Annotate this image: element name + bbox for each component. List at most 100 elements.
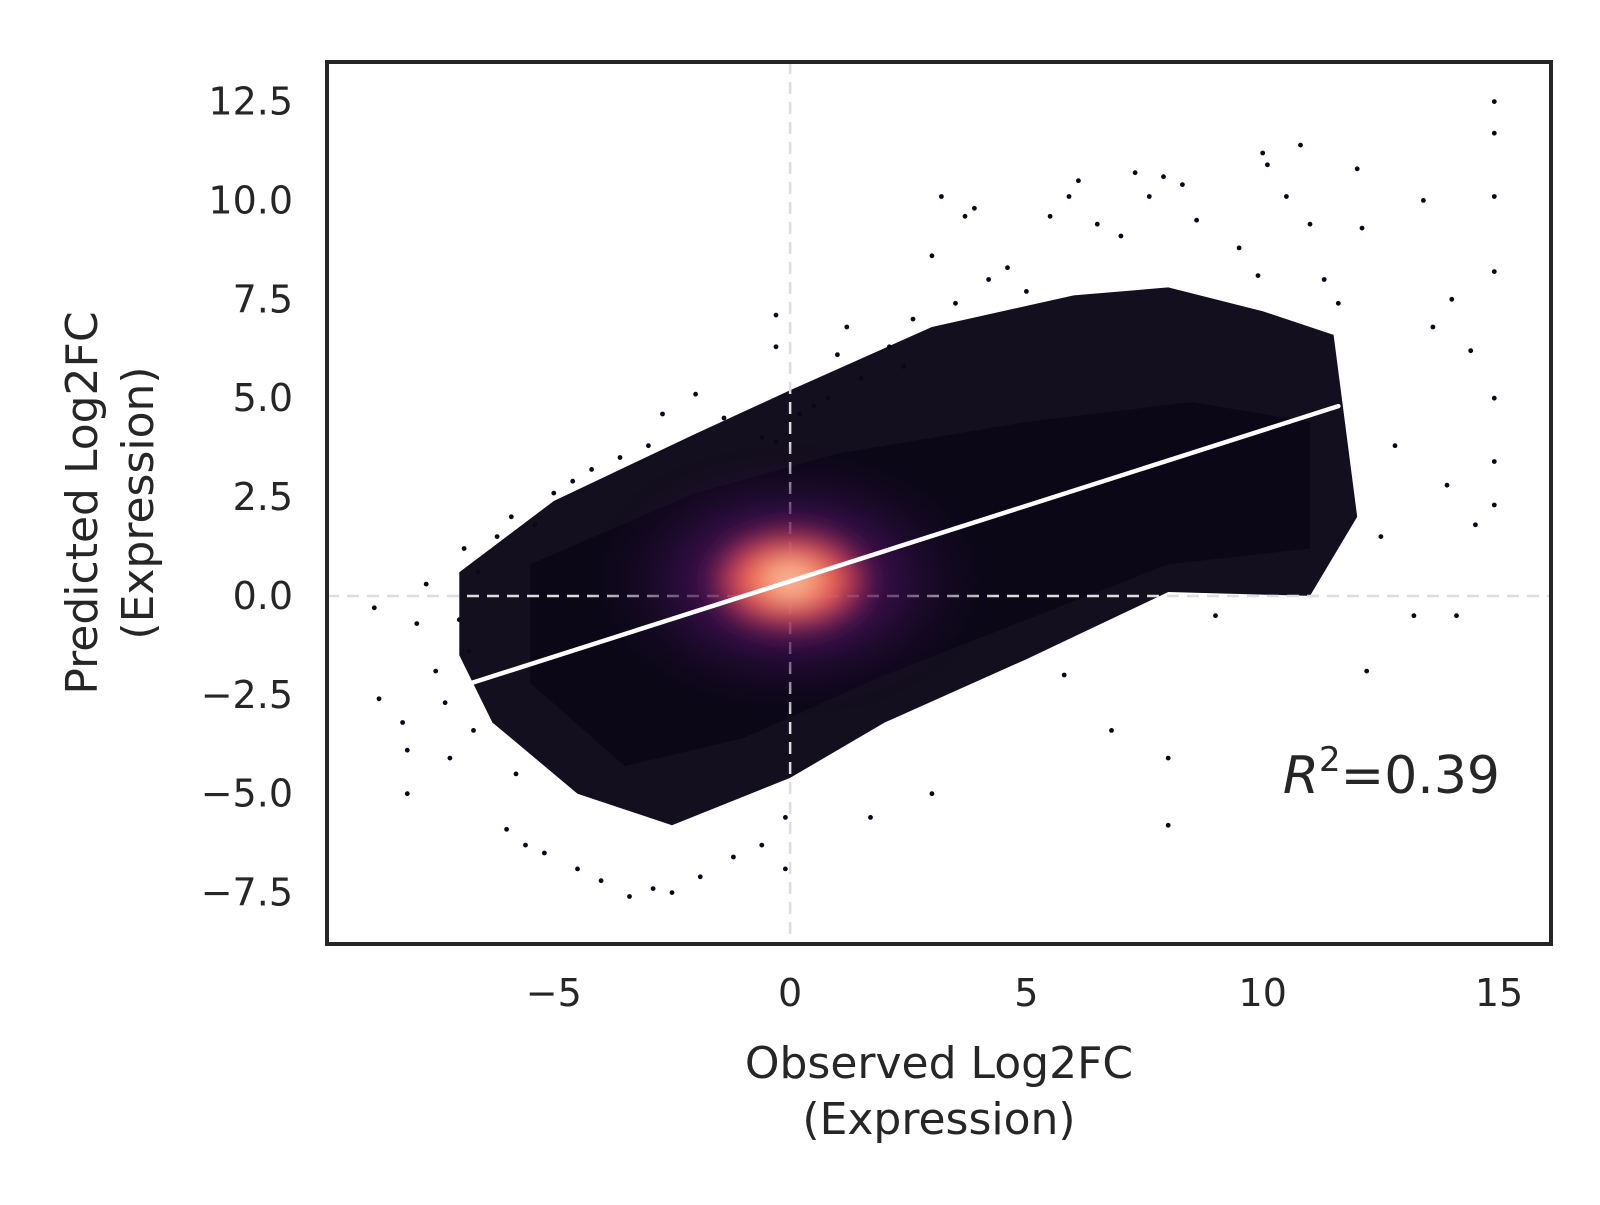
y-tick-label: 12.5 bbox=[208, 80, 293, 124]
data-point bbox=[570, 478, 576, 484]
data-point bbox=[759, 842, 765, 848]
x-axis-label-line2: (Expression) bbox=[802, 1094, 1075, 1145]
data-point bbox=[471, 728, 476, 733]
y-tick-label: −2.5 bbox=[201, 673, 293, 717]
data-point bbox=[1132, 170, 1138, 176]
data-point bbox=[858, 376, 864, 381]
data-point bbox=[1061, 672, 1067, 678]
data-point bbox=[650, 886, 656, 891]
data-point bbox=[721, 415, 727, 421]
regression-line bbox=[457, 403, 1341, 690]
data-point bbox=[1468, 348, 1474, 354]
data-point bbox=[627, 894, 632, 899]
data-point bbox=[1359, 225, 1365, 231]
data-point bbox=[1146, 194, 1152, 199]
data-point bbox=[939, 194, 944, 199]
data-point bbox=[532, 522, 538, 528]
x-tick-label: −5 bbox=[526, 971, 582, 1015]
data-point bbox=[1473, 522, 1478, 528]
y-axis-label-line2: (Expression) bbox=[113, 366, 164, 639]
y-tick-label: 2.5 bbox=[233, 475, 293, 519]
data-point bbox=[1364, 668, 1370, 674]
data-point bbox=[1165, 755, 1171, 761]
data-point bbox=[617, 455, 623, 460]
data-point bbox=[1076, 178, 1081, 184]
y-tick-label: −5.0 bbox=[201, 772, 293, 816]
data-point bbox=[887, 344, 892, 350]
x-tick-label: 15 bbox=[1475, 971, 1523, 1015]
data-point bbox=[731, 854, 736, 860]
data-point bbox=[1449, 296, 1455, 302]
data-point bbox=[551, 490, 557, 496]
data-point bbox=[646, 443, 651, 449]
data-point bbox=[1491, 130, 1497, 136]
data-point bbox=[1321, 277, 1327, 282]
data-point bbox=[910, 316, 916, 322]
data-point bbox=[1255, 273, 1261, 278]
data-point bbox=[589, 467, 594, 472]
y-axis-label-line1: Predicted Log2FC bbox=[57, 311, 108, 694]
data-point bbox=[759, 435, 765, 441]
r-squared-superscript: 2 bbox=[1319, 740, 1341, 780]
data-point bbox=[475, 569, 481, 575]
data-point bbox=[504, 826, 509, 832]
data-point bbox=[376, 696, 382, 702]
data-point bbox=[835, 352, 840, 358]
data-point bbox=[693, 391, 698, 397]
data-point bbox=[783, 815, 788, 820]
data-point bbox=[1335, 300, 1341, 306]
data-point bbox=[404, 791, 410, 797]
y-tick-label: 0.0 bbox=[233, 574, 293, 618]
data-point bbox=[1421, 198, 1426, 203]
data-point bbox=[773, 344, 779, 350]
data-point bbox=[442, 700, 448, 706]
data-point bbox=[523, 842, 528, 848]
data-point bbox=[575, 866, 580, 872]
data-point bbox=[868, 815, 873, 820]
plot-frame bbox=[325, 60, 1553, 946]
data-point bbox=[929, 253, 935, 259]
data-point bbox=[1444, 482, 1450, 488]
data-point bbox=[1491, 269, 1497, 274]
r-squared-symbol: R bbox=[1283, 746, 1319, 806]
data-point bbox=[466, 648, 472, 654]
data-point bbox=[986, 277, 991, 282]
data-point bbox=[1047, 213, 1053, 219]
x-axis-ticks: −5 0 5 10 15 bbox=[526, 971, 1523, 1015]
y-tick-label: 5.0 bbox=[233, 376, 293, 420]
data-point bbox=[1024, 289, 1029, 294]
data-point bbox=[825, 395, 831, 401]
data-point bbox=[811, 403, 817, 409]
data-point bbox=[901, 364, 906, 369]
data-point bbox=[1378, 534, 1384, 539]
data-point bbox=[1118, 233, 1124, 239]
data-point bbox=[1411, 613, 1417, 619]
data-point bbox=[1109, 728, 1114, 733]
data-point bbox=[1491, 502, 1497, 508]
data-point bbox=[929, 791, 935, 797]
data-point bbox=[404, 747, 410, 753]
x-axis-label-line1: Observed Log2FC bbox=[745, 1038, 1133, 1089]
r-squared-annotation: R2=0.39 bbox=[1283, 740, 1500, 806]
data-point bbox=[1260, 150, 1266, 156]
data-point bbox=[1161, 174, 1166, 180]
y-tick-label: 10.0 bbox=[208, 178, 293, 222]
data-point bbox=[1165, 822, 1171, 828]
data-point bbox=[1066, 194, 1072, 199]
regression-line-group bbox=[457, 403, 1341, 690]
data-point bbox=[461, 546, 467, 551]
x-tick-label: 10 bbox=[1239, 971, 1287, 1015]
data-point bbox=[669, 890, 675, 895]
data-point bbox=[1005, 265, 1010, 271]
data-point bbox=[1307, 221, 1313, 227]
y-axis-ticks: −7.5 −5.0 −2.5 0.0 2.5 5.0 7.5 10.0 12.5 bbox=[201, 80, 293, 915]
data-point bbox=[456, 617, 462, 623]
data-point bbox=[1284, 194, 1289, 199]
data-point bbox=[1430, 324, 1436, 330]
data-point bbox=[598, 878, 604, 884]
data-point bbox=[1213, 613, 1218, 619]
data-point bbox=[1491, 99, 1497, 104]
data-point bbox=[1454, 613, 1459, 619]
